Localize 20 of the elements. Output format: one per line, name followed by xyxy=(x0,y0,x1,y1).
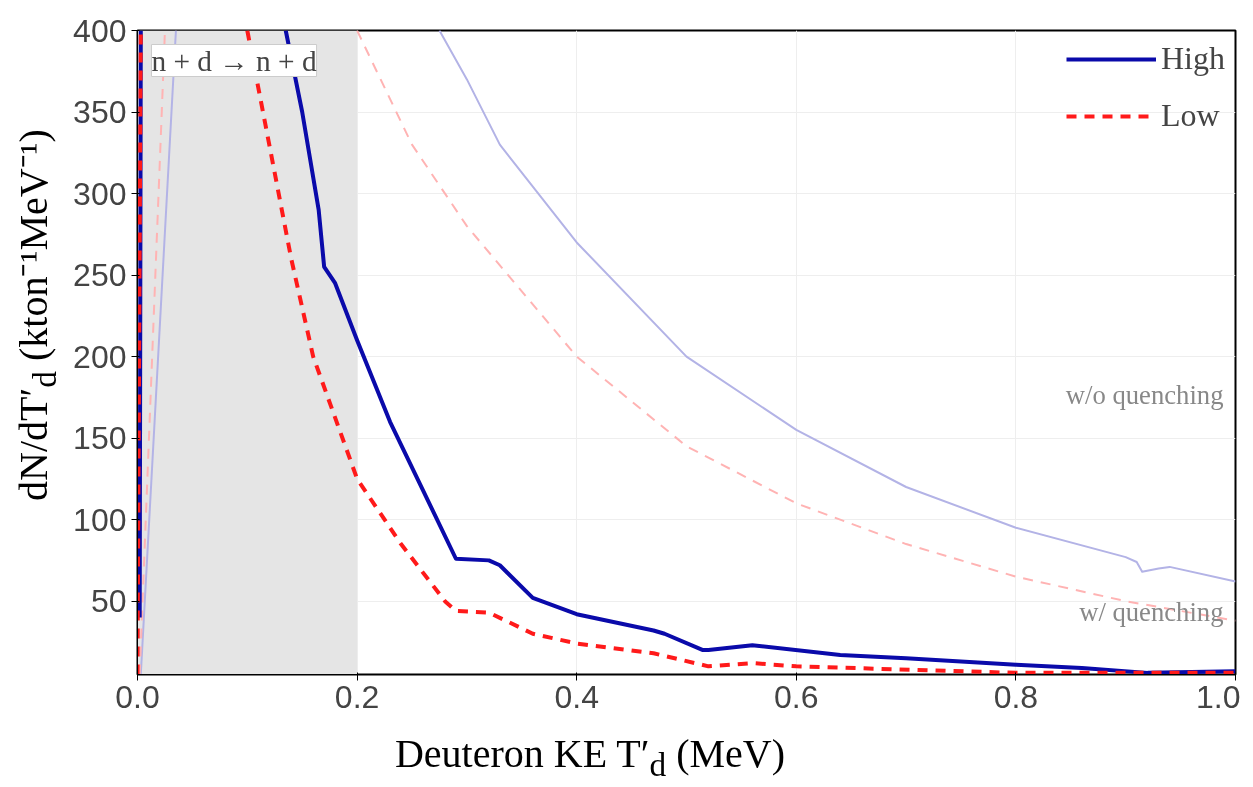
x-tick-label: 1.0 xyxy=(1196,678,1241,715)
x-tick-label: 0.4 xyxy=(554,678,599,715)
x-tick-label: 0.6 xyxy=(774,678,819,715)
y-tick-label: 200 xyxy=(73,338,127,375)
y-tick-label: 350 xyxy=(73,94,127,131)
y-tick-label: 150 xyxy=(73,420,127,457)
x-axis-title: Deuteron KE T′$_{d}$ (MeV) xyxy=(393,730,787,785)
legend-label: High xyxy=(1161,40,1225,77)
y-tick-label: 400 xyxy=(73,12,127,49)
y-tick-label: 50 xyxy=(90,583,127,620)
legend-label: Low xyxy=(1161,97,1220,134)
y-tick-label: 250 xyxy=(73,257,127,294)
x-tick-label: 0.0 xyxy=(115,678,160,715)
y-tick-label: 300 xyxy=(73,175,127,212)
y-tick-label: 100 xyxy=(73,501,127,538)
annotation: w/o quenching xyxy=(1065,379,1224,410)
x-tick-label: 0.8 xyxy=(993,678,1039,715)
x-tick-label: 0.2 xyxy=(334,678,380,715)
annotation: w/ quenching xyxy=(1079,596,1224,627)
band-label: n + d → n + d xyxy=(151,44,317,77)
